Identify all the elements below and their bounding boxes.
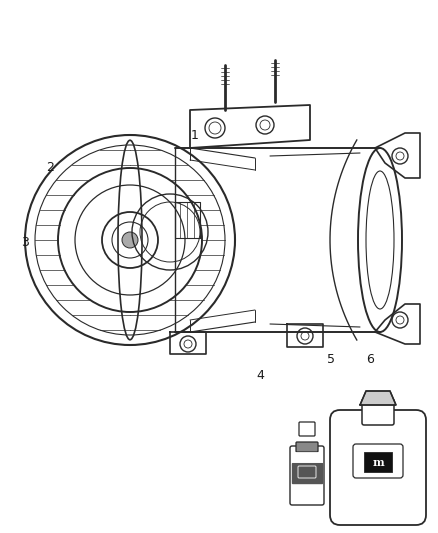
Circle shape (122, 232, 138, 248)
Bar (292, 463, 322, 483)
FancyBboxPatch shape (299, 422, 315, 436)
FancyBboxPatch shape (330, 410, 426, 525)
Text: m: m (372, 456, 384, 467)
Text: 3: 3 (21, 236, 29, 249)
Text: 2: 2 (46, 161, 54, 174)
Text: 4: 4 (257, 369, 265, 382)
Text: 6: 6 (366, 353, 374, 366)
Text: 5: 5 (327, 353, 335, 366)
FancyBboxPatch shape (362, 399, 394, 425)
FancyBboxPatch shape (296, 442, 318, 452)
Polygon shape (360, 391, 396, 405)
FancyBboxPatch shape (290, 446, 324, 505)
Text: 1: 1 (191, 130, 199, 142)
FancyBboxPatch shape (353, 444, 403, 478)
FancyBboxPatch shape (364, 452, 392, 472)
